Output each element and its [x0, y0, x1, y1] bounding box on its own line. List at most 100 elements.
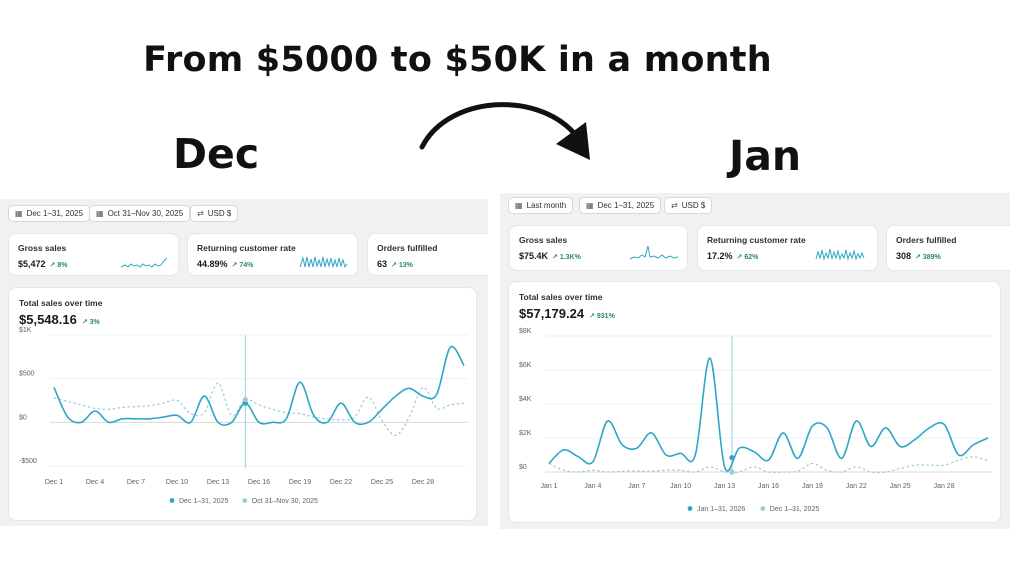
comparison-range-label: Dec 1–31, 2025 [597, 201, 655, 210]
metric-card-returning-customer-rate[interactable]: Returning customer rate 44.89% ↗ 74% [188, 234, 357, 275]
y-tick-label: $2K [519, 430, 532, 437]
legend-swatch [169, 498, 175, 503]
x-tick-label: Jan 13 [714, 483, 735, 490]
legend-entry[interactable]: Dec 1–31, 2025 [179, 498, 229, 505]
x-tick-label: Jan 7 [628, 483, 645, 490]
series-line-current[interactable] [53, 345, 465, 426]
calendar-icon: ▦ [515, 201, 523, 210]
x-tick-label: Dec 4 [86, 479, 104, 486]
hover-point [729, 469, 735, 475]
metric-card-orders-fulfilled[interactable]: Orders fulfilled 63 ↗ 13% [368, 234, 488, 275]
metric-card-orders-fulfilled[interactable]: Orders fulfilled 308 ↗ 389% [887, 226, 1010, 270]
sparkline [629, 245, 679, 260]
legend-swatch [760, 506, 766, 511]
metric-title: Orders fulfilled [377, 243, 438, 253]
x-tick-label: Dec 28 [412, 479, 434, 486]
metric-value: $5,472 ↗ 8% [18, 259, 68, 269]
dashboard-panel-jan: ▦ Last month ▦ Dec 1–31, 2025 ⇄ USD $ Gr… [500, 193, 1010, 529]
metric-change: ↗ 74% [231, 262, 254, 269]
sparkline [120, 257, 168, 268]
x-tick-label: Dec 10 [166, 479, 188, 486]
x-tick-label: Jan 19 [802, 483, 823, 490]
series-line-current[interactable] [548, 357, 989, 472]
x-tick-label: Jan 25 [890, 483, 911, 490]
y-tick-label: $0 [19, 414, 27, 421]
sales-line-chart[interactable]: $8K $6K $4K $2K $0 Jan 1 Jan 4 Jan 7 Jan 10 Jan 1… [509, 282, 1000, 522]
metric-change: ↗ 389% [915, 254, 941, 261]
x-tick-label: Jan 10 [670, 483, 691, 490]
date-range-filter[interactable]: ▦ Dec 1–31, 2025 [8, 205, 91, 222]
metric-card-gross-sales[interactable]: Gross sales $75.4K ↗ 1.3K% [510, 226, 687, 270]
metric-value: 44.89% ↗ 74% [197, 259, 254, 269]
headline: From $5000 to $50K in a month [143, 40, 772, 80]
x-tick-label: Dec 16 [248, 479, 270, 486]
metric-change: ↗ 62% [736, 254, 759, 261]
curved-arrow-icon [419, 102, 590, 160]
hover-point [242, 397, 248, 403]
currency-filter[interactable]: ⇄ USD $ [190, 205, 239, 222]
x-tick-label: Dec 25 [371, 479, 393, 486]
date-range-label: Last month [526, 201, 567, 210]
calendar-compare-icon: ▦ [586, 201, 594, 210]
x-tick-label: Dec 1 [45, 479, 63, 486]
sales-chart-card-jan: Total sales over time $57,179.24 ↗ 931% $… [509, 282, 1000, 522]
currency-swap-icon: ⇄ [197, 209, 204, 218]
comparison-range-filter[interactable]: ▦ Dec 1–31, 2025 [579, 197, 662, 214]
x-tick-label: Jan 4 [584, 483, 601, 490]
metric-change: ↗ 8% [49, 262, 68, 269]
chart-title: Total sales over time [519, 292, 603, 302]
y-tick-label: $8K [519, 328, 532, 335]
x-tick-label: Jan 28 [934, 483, 955, 490]
x-tick-label: Dec 22 [330, 479, 352, 486]
x-tick-label: Dec 19 [289, 479, 311, 486]
y-tick-label: $6K [519, 362, 532, 369]
sparkline [815, 248, 865, 261]
month-label-jan: Jan [729, 132, 802, 180]
metric-card-gross-sales[interactable]: Gross sales $5,472 ↗ 8% [9, 234, 178, 275]
metric-card-returning-customer-rate[interactable]: Returning customer rate 17.2% ↗ 62% [698, 226, 877, 270]
legend-entry[interactable]: Oct 31–Nov 30, 2025 [252, 498, 318, 505]
metric-value: $75.4K ↗ 1.3K% [519, 251, 581, 261]
metric-change: ↗ 13% [391, 262, 413, 269]
calendar-icon: ▦ [15, 209, 23, 218]
y-tick-label: $1K [19, 327, 32, 334]
metric-title: Returning customer rate [707, 235, 806, 245]
sales-chart-card-dec: Total sales over time $5,548.16 ↗ 3% $1K $… [9, 288, 476, 520]
legend-swatch [242, 498, 248, 503]
legend-entry[interactable]: Jan 1–31, 2026 [697, 506, 745, 513]
currency-label: USD $ [207, 209, 232, 218]
comparison-range-filter[interactable]: ▦ Oct 31–Nov 30, 2025 [89, 205, 191, 222]
sales-line-chart[interactable]: $1K $500 $0 -$500 Dec 1 Dec 4 Dec 7 Dec 10 Dec 1… [9, 288, 476, 520]
y-tick-label: $500 [19, 371, 35, 378]
chart-total: $5,548.16 ↗ 3% [19, 312, 100, 327]
hover-point [729, 454, 735, 461]
metric-value: 17.2% ↗ 62% [707, 251, 759, 261]
currency-label: USD $ [681, 201, 706, 210]
month-label-dec: Dec [173, 130, 260, 178]
dashboard-panel-dec: ▦ Dec 1–31, 2025 ▦ Oct 31–Nov 30, 2025 ⇄… [0, 199, 488, 526]
y-tick-label: $4K [519, 396, 532, 403]
series-line-comparison[interactable] [53, 382, 465, 436]
chart-title: Total sales over time [19, 298, 103, 308]
x-tick-label: Jan 1 [540, 483, 557, 490]
x-tick-label: Jan 22 [846, 483, 867, 490]
series-line-comparison[interactable] [548, 456, 989, 474]
metric-title: Gross sales [519, 235, 568, 245]
y-tick-label: -$500 [19, 458, 37, 465]
x-tick-label: Jan 16 [758, 483, 779, 490]
x-tick-label: Dec 7 [127, 479, 145, 486]
y-tick-label: $0 [519, 464, 527, 471]
legend-entry[interactable]: Dec 1–31, 2025 [770, 506, 820, 513]
currency-swap-icon: ⇄ [671, 201, 678, 210]
metric-value: 308 ↗ 389% [896, 251, 941, 261]
chart-total-change: ↗ 931% [589, 313, 615, 320]
metric-change: ↗ 1.3K% [552, 254, 581, 261]
currency-filter[interactable]: ⇄ USD $ [664, 197, 713, 214]
sparkline [299, 256, 348, 269]
date-range-filter[interactable]: ▦ Last month [508, 197, 574, 214]
chart-total: $57,179.24 ↗ 931% [519, 306, 615, 321]
date-range-label: Dec 1–31, 2025 [26, 209, 84, 218]
metric-title: Gross sales [18, 243, 67, 253]
legend-swatch [687, 506, 693, 511]
calendar-compare-icon: ▦ [96, 209, 104, 218]
